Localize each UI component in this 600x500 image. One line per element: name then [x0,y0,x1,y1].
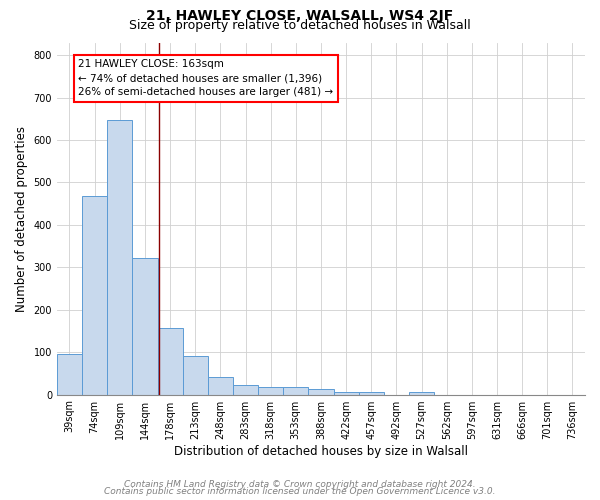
Y-axis label: Number of detached properties: Number of detached properties [15,126,28,312]
Bar [82,196,107,394]
Bar [334,392,359,394]
Text: 21 HAWLEY CLOSE: 163sqm
← 74% of detached houses are smaller (1,396)
26% of semi: 21 HAWLEY CLOSE: 163sqm ← 74% of detache… [78,60,334,98]
Bar [283,388,308,394]
Bar [308,389,334,394]
Bar [208,377,233,394]
Bar [409,392,434,394]
Bar [57,354,82,395]
Bar [158,328,182,394]
Bar [182,356,208,395]
Bar [107,120,133,394]
Bar [359,392,384,394]
X-axis label: Distribution of detached houses by size in Walsall: Distribution of detached houses by size … [174,444,468,458]
Text: Contains HM Land Registry data © Crown copyright and database right 2024.: Contains HM Land Registry data © Crown c… [124,480,476,489]
Text: Size of property relative to detached houses in Walsall: Size of property relative to detached ho… [129,19,471,32]
Bar [258,386,283,394]
Bar [233,385,258,394]
Bar [133,258,158,394]
Text: Contains public sector information licensed under the Open Government Licence v3: Contains public sector information licen… [104,487,496,496]
Text: 21, HAWLEY CLOSE, WALSALL, WS4 2JF: 21, HAWLEY CLOSE, WALSALL, WS4 2JF [146,9,454,23]
